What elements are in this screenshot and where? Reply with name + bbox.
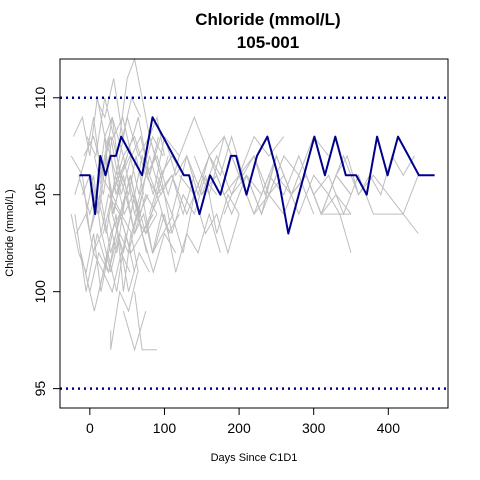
x-tick-label-200: 200 bbox=[227, 420, 251, 436]
x-tick-label-0: 0 bbox=[86, 420, 94, 436]
background-series-line-47 bbox=[335, 154, 415, 196]
highlighted-series-group bbox=[79, 116, 435, 235]
background-series-line-43 bbox=[268, 154, 419, 216]
x-tick-label-400: 400 bbox=[377, 420, 401, 436]
y-tick-label-110: 110 bbox=[32, 86, 48, 109]
background-series-line-20 bbox=[98, 233, 136, 292]
background-series-line-18 bbox=[96, 175, 161, 236]
background-series-line-46 bbox=[328, 194, 352, 254]
background-series-line-37 bbox=[171, 194, 240, 255]
y-axis-label: Chloride (mmol/L) bbox=[4, 189, 16, 276]
background-series-line-28 bbox=[122, 310, 147, 352]
background-series-line-38 bbox=[179, 154, 419, 234]
background-series-line-27 bbox=[119, 57, 165, 156]
y-tick-label-105: 105 bbox=[32, 183, 48, 207]
plot-lines bbox=[70, 57, 419, 352]
background-series-line-7 bbox=[80, 233, 150, 292]
background-series-line-24 bbox=[107, 194, 171, 254]
background-series-line-17 bbox=[95, 78, 142, 137]
background-series-line-29 bbox=[126, 155, 195, 216]
y-axis: 95 100 105 110 bbox=[32, 86, 61, 397]
background-series-line-25 bbox=[110, 272, 139, 350]
y-tick-label-100: 100 bbox=[32, 280, 48, 304]
chart-title: Chloride (mmol/L) bbox=[195, 10, 340, 29]
background-series-line-13 bbox=[89, 194, 174, 255]
x-axis: 0 100 200 300 400 bbox=[86, 407, 401, 436]
x-tick-label-300: 300 bbox=[302, 420, 326, 436]
background-series-line-30 bbox=[134, 291, 157, 351]
x-axis-label: Days Since C1D1 bbox=[211, 452, 298, 464]
x-tick-label-100: 100 bbox=[153, 420, 177, 436]
background-series-line-31 bbox=[134, 192, 180, 235]
background-series-line-39 bbox=[193, 134, 329, 197]
background-series-line-26 bbox=[111, 194, 158, 254]
chart-subtitle: 105-001 bbox=[237, 33, 299, 52]
highlighted-series-line bbox=[79, 116, 435, 235]
background-series-line-45 bbox=[313, 194, 351, 215]
y-tick-label-95: 95 bbox=[32, 381, 48, 397]
